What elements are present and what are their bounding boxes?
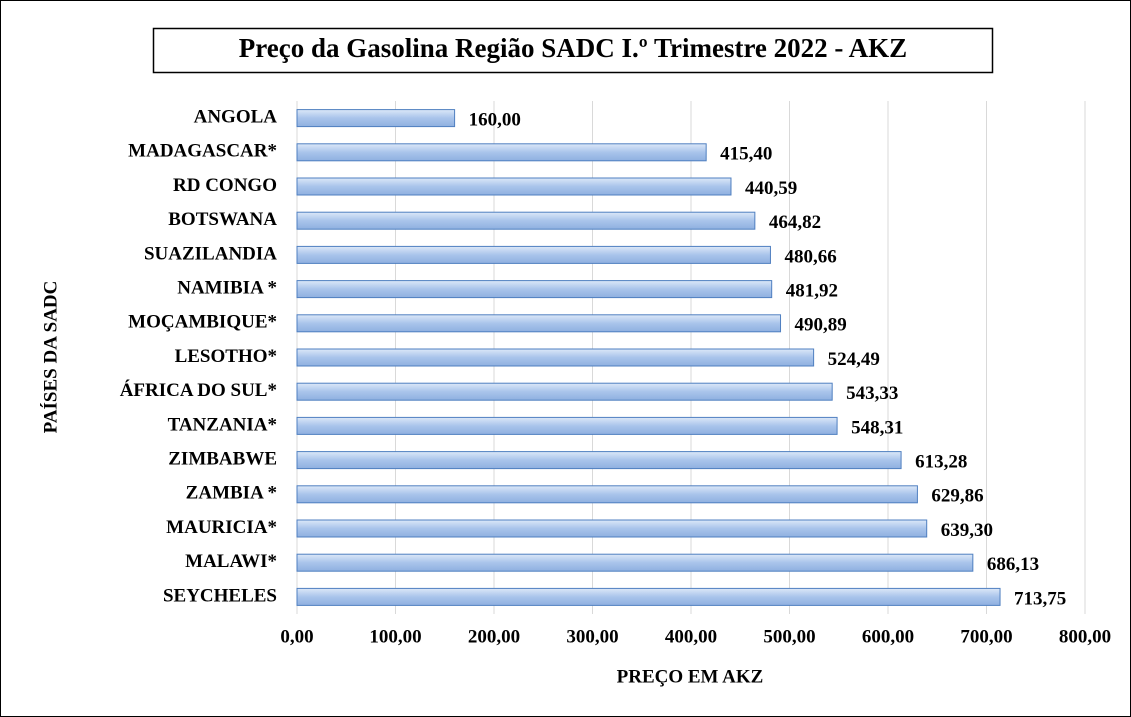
data-label: 524,49 [828, 349, 880, 370]
bar [296, 451, 902, 470]
data-label: 613,28 [915, 451, 967, 472]
x-tick-label: 600,00 [862, 626, 914, 647]
x-axis-label: PREÇO EM AKZ [617, 666, 764, 687]
y-tick-label: TANZANIA* [168, 414, 277, 435]
y-tick-label: NAMIBIA * [177, 277, 277, 298]
bar [296, 485, 918, 504]
data-label: 440,59 [745, 178, 797, 199]
data-label: 548,31 [851, 417, 903, 438]
x-tick-label: 700,00 [960, 626, 1012, 647]
y-tick-label: LESOTHO* [175, 346, 277, 367]
bar [296, 416, 838, 435]
y-tick-label: MALAWI* [185, 551, 277, 572]
y-axis-label: PAÍSES DA SADC [39, 281, 61, 434]
x-tick-label: 100,00 [369, 626, 421, 647]
bar [296, 280, 773, 299]
y-tick-label: RD CONGO [173, 175, 277, 196]
chart-title: Preço da Gasolina Região SADC I.º Trimes… [239, 33, 907, 63]
y-tick-label: MOÇAMBIQUE* [128, 312, 277, 333]
x-tick-label: 400,00 [665, 626, 717, 647]
bar [296, 348, 815, 367]
bar [296, 519, 928, 538]
y-tick-label: SUAZILANDIA [144, 243, 277, 264]
data-label: 481,92 [786, 280, 838, 301]
y-tick-label: ZIMBABWE [168, 448, 277, 469]
x-tick-label: 0,00 [280, 626, 313, 647]
data-label: 543,33 [846, 383, 898, 404]
data-label: 490,89 [795, 315, 847, 336]
bar [296, 109, 456, 128]
bar [296, 382, 833, 401]
x-tick-label: 300,00 [566, 626, 618, 647]
x-tick-label: 500,00 [763, 626, 815, 647]
bar [296, 314, 782, 333]
y-tick-label: ZAMBIA * [186, 483, 277, 504]
x-tick-label: 200,00 [468, 626, 520, 647]
data-label: 686,13 [987, 554, 1039, 575]
y-tick-label: ANGOLA [194, 106, 278, 127]
x-tick-label: 800,00 [1059, 626, 1111, 647]
data-label: 639,30 [941, 520, 993, 541]
bar [296, 587, 1001, 606]
title-box [152, 27, 994, 74]
data-label: 713,75 [1014, 588, 1066, 609]
y-tick-label: MADAGASCAR* [128, 141, 277, 162]
bar [296, 143, 707, 162]
bar [296, 211, 756, 230]
y-tick-label: MAURICIA* [166, 517, 277, 538]
data-label: 480,66 [784, 246, 836, 267]
data-label: 415,40 [720, 144, 772, 165]
y-tick-label: SEYCHELES [163, 585, 277, 606]
y-tick-label: BOTSWANA [168, 209, 277, 230]
data-label: 464,82 [769, 212, 821, 233]
bar [296, 553, 974, 572]
bar [296, 177, 732, 196]
data-label: 629,86 [931, 486, 983, 507]
bar [296, 245, 771, 264]
data-label: 160,00 [469, 109, 521, 130]
y-tick-label: ÁFRICA DO SUL* [120, 379, 277, 401]
